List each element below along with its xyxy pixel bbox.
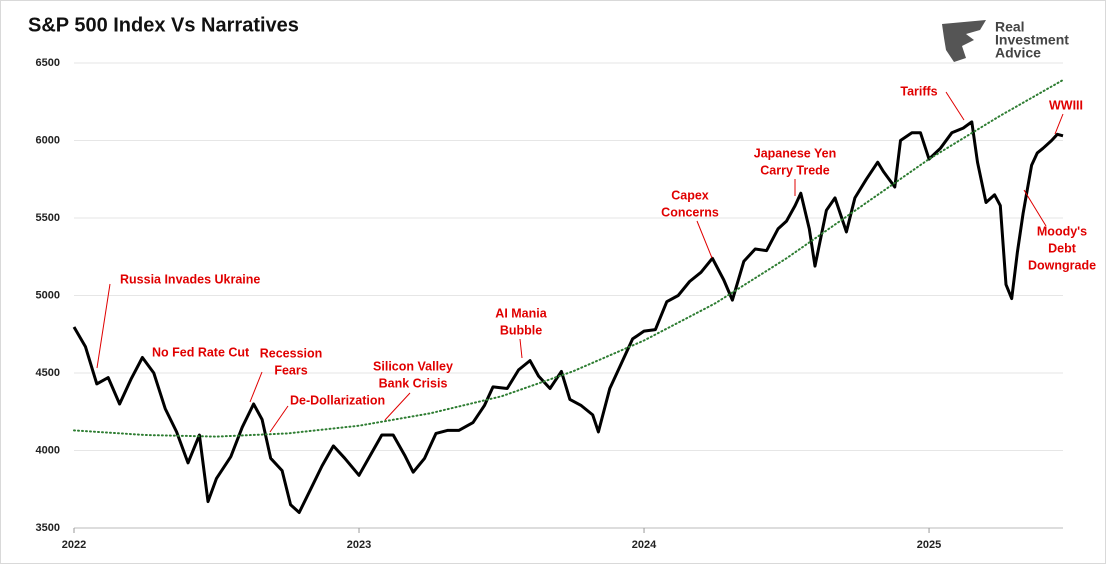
annotation-arrow: [384, 392, 411, 421]
annotation: Fears: [274, 363, 307, 377]
y-tick-label: 4500: [36, 367, 60, 379]
y-tick-label: 3500: [36, 522, 60, 534]
annotation-arrow: [269, 405, 289, 433]
annotation: Downgrade: [1028, 258, 1096, 272]
trend-line: [73, 79, 1064, 438]
annotation: WWIII: [1049, 98, 1083, 112]
annotation: Debt: [1048, 241, 1077, 255]
y-tick-label: 6500: [36, 57, 60, 69]
annotation-arrow: [96, 283, 111, 369]
annotation: Concerns: [661, 205, 719, 219]
y-tick-label: 4000: [36, 444, 60, 456]
annotation: Silicon Valley: [373, 359, 453, 373]
logo-text: Investment: [995, 32, 1069, 48]
logo-icon: [942, 20, 986, 62]
annotation-arrow: [519, 338, 523, 359]
annotation: De-Dollarization: [290, 393, 385, 407]
x-tick-label: 2022: [62, 539, 86, 551]
index-line: [72, 120, 1064, 514]
y-tick-label: 5000: [36, 289, 60, 301]
annotation: Moody's: [1037, 224, 1087, 238]
annotation: Tariffs: [900, 84, 937, 98]
annotation: Bubble: [500, 323, 542, 337]
y-tick-label: 6000: [36, 134, 60, 146]
annotation-arrow: [249, 371, 263, 403]
logo-text: Advice: [995, 45, 1041, 61]
x-tick-label: 2025: [917, 539, 941, 551]
annotation-arrow: [945, 91, 965, 121]
annotation: Recession: [260, 346, 323, 360]
logo: Real Investment Advice: [942, 19, 1069, 62]
logo-text: Real: [995, 19, 1025, 35]
y-tick-label: 5500: [36, 212, 60, 224]
annotation: Carry Trede: [760, 163, 830, 177]
annotation: Bank Crisis: [379, 376, 448, 390]
annotation: Japanese Yen: [754, 146, 836, 160]
annotation: Capex: [671, 188, 709, 202]
annotation-arrow: [1054, 113, 1064, 135]
x-tick-label: 2024: [632, 539, 657, 551]
x-tick-label: 2023: [347, 539, 371, 551]
annotation-arrow: [696, 220, 713, 259]
annotation: AI Mania: [495, 306, 547, 320]
annotation: Russia Invades Ukraine: [120, 272, 260, 286]
annotation-arrow: [1023, 189, 1047, 227]
chart-title: S&P 500 Index Vs Narratives: [28, 14, 299, 36]
annotation: No Fed Rate Cut: [152, 345, 250, 359]
